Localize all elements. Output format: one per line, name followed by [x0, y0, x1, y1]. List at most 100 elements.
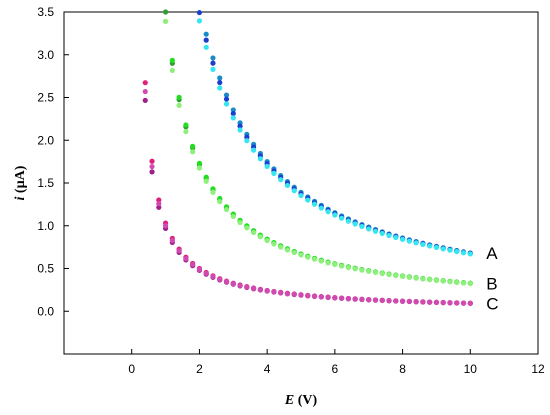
data-point-c [149, 158, 155, 164]
data-point-b [176, 102, 182, 108]
data-point-b [325, 260, 331, 266]
data-point-a [196, 9, 203, 16]
data-point-c [284, 290, 291, 297]
data-point-c [318, 294, 324, 300]
data-point-b [162, 18, 169, 24]
data-point-b [386, 271, 392, 278]
x-tick-label: 2 [196, 362, 203, 376]
data-point-c [251, 285, 257, 291]
curve-label-c: C [486, 294, 498, 313]
data-point-a [251, 147, 257, 153]
data-point-a [223, 92, 230, 98]
data-point-c [460, 300, 467, 306]
data-point-a [372, 228, 379, 234]
data-point-b [298, 252, 304, 258]
data-point-a [339, 215, 345, 221]
data-point-a [210, 66, 216, 72]
x-tick-label: 0 [128, 362, 135, 376]
data-point-c [142, 97, 148, 104]
data-point-b [372, 269, 379, 276]
data-point-b [440, 278, 446, 284]
data-point-c [345, 296, 351, 302]
data-point-a [210, 55, 216, 61]
data-point-b [345, 264, 351, 271]
data-point-b [366, 268, 372, 274]
data-point-a [217, 79, 223, 86]
data-point-a [440, 246, 446, 252]
data-point-c [257, 287, 263, 293]
plot-frame [63, 11, 539, 355]
data-point-b [190, 143, 196, 149]
data-point-a [454, 248, 460, 255]
data-point-a [305, 197, 311, 203]
x-axis-ticks: 0 2 4 6 8 10 12 [128, 349, 545, 376]
data-point-a [413, 240, 419, 246]
data-point-c [298, 292, 304, 298]
data-point-c [359, 296, 365, 302]
data-point-b [190, 149, 196, 155]
data-point-c [142, 80, 148, 86]
data-point-a [244, 138, 250, 144]
data-point-a [237, 127, 243, 133]
data-point-b [318, 258, 324, 264]
data-point-b [210, 189, 216, 195]
data-point-b [406, 274, 412, 280]
y-axis-ticks: 0.0 0.5 1.0 1.5 2.0 2.5 3.0 3.5 [37, 5, 69, 318]
data-point-b [284, 247, 291, 253]
data-point-b [291, 249, 297, 256]
data-point-c [311, 293, 318, 299]
data-point-a [427, 243, 433, 249]
data-point-a [210, 60, 216, 66]
data-point-c [237, 282, 243, 289]
data-point-c [176, 248, 182, 254]
data-point-a [230, 115, 236, 121]
y-tick-label: 3.5 [37, 5, 54, 19]
data-point-b [230, 213, 236, 220]
data-point-c [352, 296, 358, 302]
data-point-c [217, 276, 223, 282]
data-point-a [359, 223, 365, 230]
data-point-c [433, 299, 440, 305]
data-point-c [162, 223, 169, 229]
data-point-c [406, 298, 412, 305]
data-point-c [190, 261, 196, 268]
x-tick-label: 4 [264, 362, 271, 376]
data-point-c [149, 169, 155, 175]
data-point-b [460, 280, 467, 286]
data-point-a [460, 250, 467, 256]
x-tick-label: 6 [332, 362, 339, 376]
data-point-a [230, 110, 236, 117]
data-point-c [420, 299, 426, 305]
data-point-a [366, 226, 372, 232]
data-point-c [467, 300, 473, 306]
data-point-a [318, 205, 324, 211]
data-point-a [311, 201, 318, 207]
data-point-c [325, 294, 331, 300]
data-point-c [169, 237, 175, 243]
data-point-c [386, 298, 392, 304]
x-tick-label: 8 [399, 362, 406, 376]
data-point-b [169, 67, 175, 74]
data-point-a [264, 163, 270, 170]
y-tick-label: 0.0 [37, 304, 54, 318]
data-point-c [156, 201, 162, 207]
data-point-c [305, 293, 311, 299]
data-point-b [447, 279, 453, 285]
data-point-b [183, 128, 189, 135]
data-point-a [447, 247, 453, 253]
data-point-b [217, 198, 223, 205]
y-tick-label: 1.0 [37, 219, 54, 233]
data-point-c [339, 295, 345, 301]
data-point-c [156, 197, 162, 203]
data-point-b [332, 261, 338, 268]
data-point-c [393, 298, 399, 304]
data-point-a [223, 101, 230, 107]
data-point-c [156, 204, 162, 210]
data-point-b [196, 165, 203, 171]
data-point-c [142, 88, 148, 95]
data-point-b [393, 272, 399, 279]
data-point-b [223, 206, 230, 213]
data-point-c [183, 255, 189, 262]
data-point-a [467, 251, 473, 257]
curve-labels: ABC [486, 244, 498, 313]
